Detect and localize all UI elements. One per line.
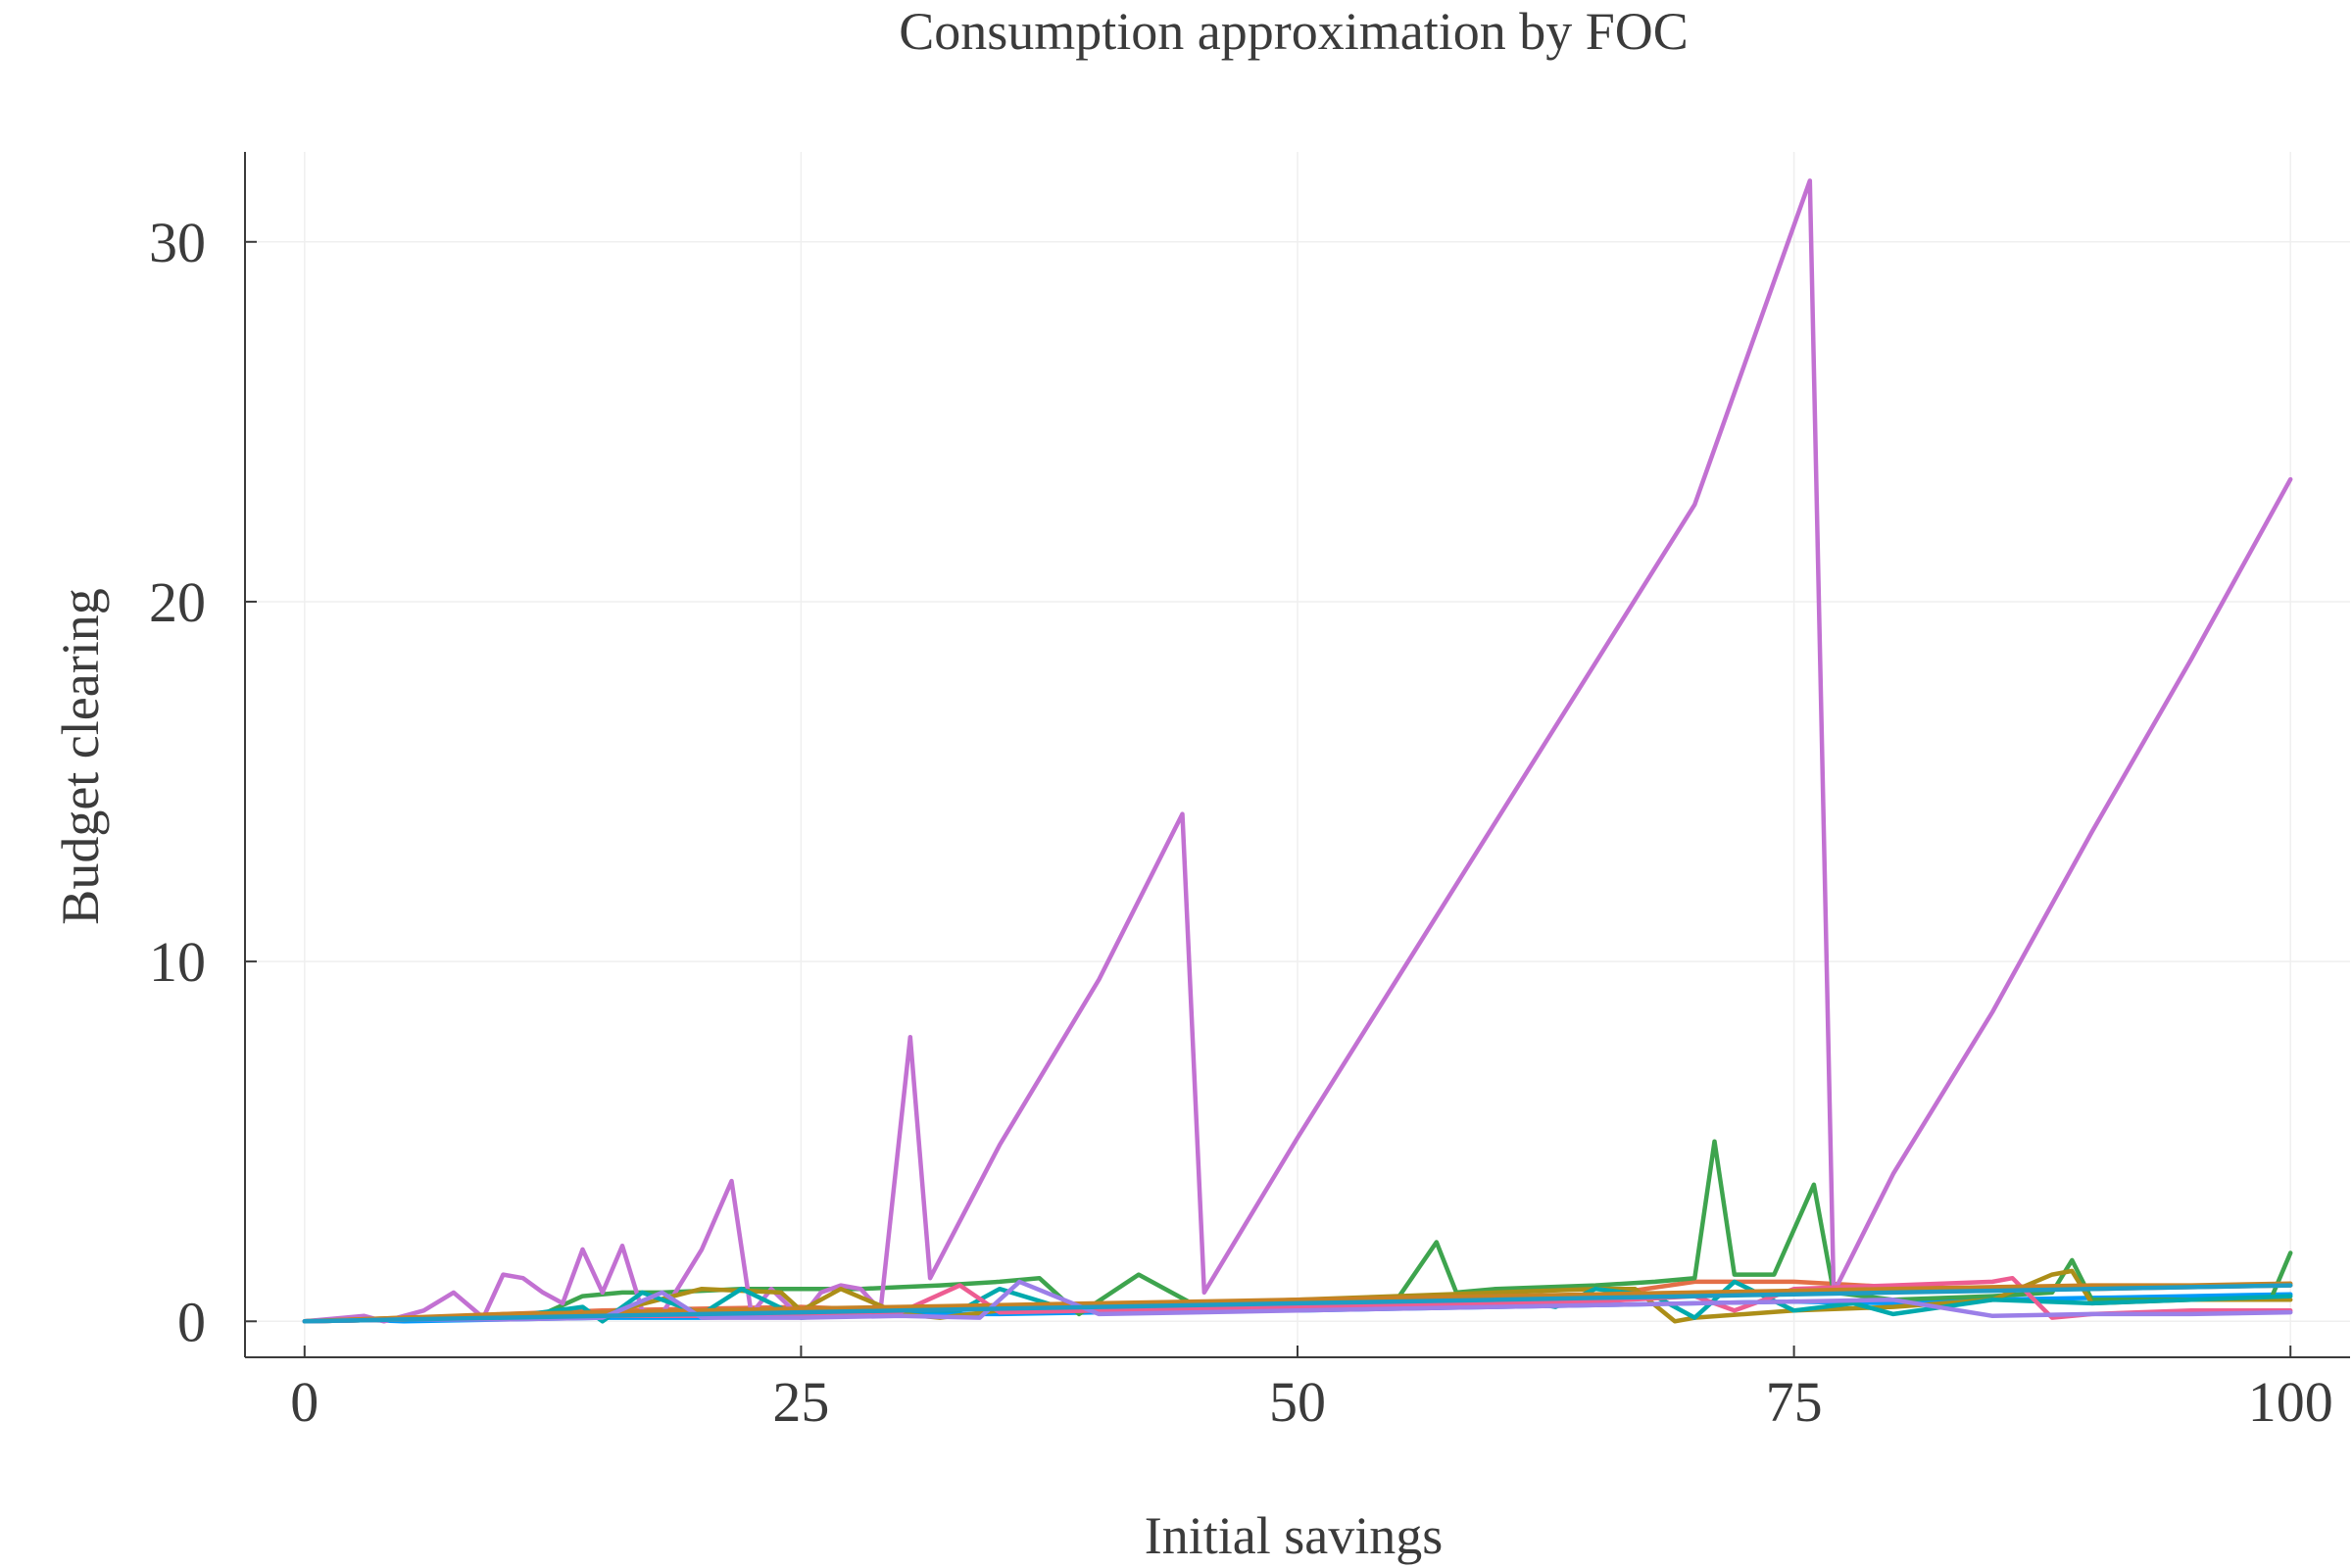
grid (245, 152, 2350, 1357)
x-axis-label: Initial savings (1145, 1506, 1443, 1565)
x-tick-label-1: 25 (772, 1370, 829, 1434)
y-axis-label: Budget clearing (51, 588, 110, 924)
series-line-7 (302, 1281, 2293, 1324)
tick-labels: 0 25 50 75 100 0 10 20 30 (149, 211, 2333, 1434)
chart-title: Consumption approximation by FOC (899, 2, 1689, 61)
series-line-8 (302, 1279, 2293, 1324)
x-tick-label-4: 100 (2248, 1370, 2333, 1434)
y-tick-label-3: 30 (149, 211, 206, 274)
series-group (302, 178, 2293, 1324)
y-tick-label-2: 20 (149, 570, 206, 634)
y-tick-label-0: 0 (177, 1290, 206, 1353)
series-line-9 (302, 1283, 2293, 1324)
y-tick-label-1: 10 (149, 930, 206, 994)
x-tick-label-2: 50 (1269, 1370, 1326, 1434)
axes (244, 152, 2350, 1358)
x-tick-label-3: 75 (1766, 1370, 1823, 1434)
series-line-3 (302, 178, 2293, 1324)
x-tick-label-0: 0 (290, 1370, 318, 1434)
